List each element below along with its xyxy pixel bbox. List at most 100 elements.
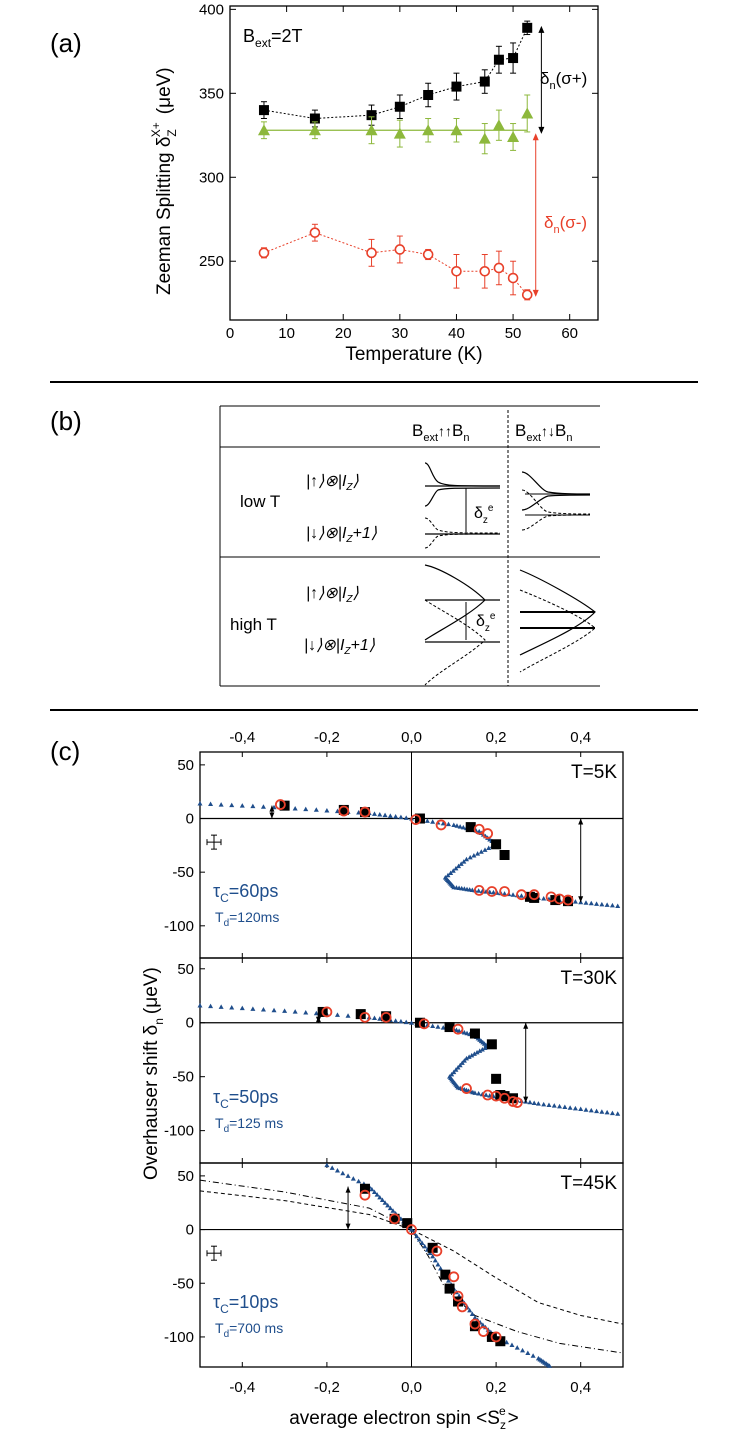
c-fit-triangle [208, 1003, 214, 1009]
c-fit-triangle [250, 803, 256, 809]
c-bottom-xtick-label: -0,4 [229, 1379, 255, 1396]
c-fit-triangle [369, 1186, 375, 1192]
panel-label-c: (c) [50, 736, 80, 766]
a-xtick-label: 30 [392, 325, 409, 342]
a-point-square [451, 81, 462, 92]
c-fit-triangle [479, 1046, 485, 1052]
a-xtick-label: 20 [335, 325, 352, 342]
c-ytick-label: -50 [172, 864, 194, 881]
a-point-triangle [507, 130, 520, 142]
c-fit-triangle [604, 902, 610, 907]
c-arrowhead [578, 896, 584, 903]
c-fit-triangle [403, 1019, 409, 1025]
c-point-circle [499, 886, 510, 897]
c-fit-triangle [334, 1012, 340, 1017]
c-fit-triangle [218, 802, 224, 807]
c-model-curve [199, 1179, 624, 1354]
c-point-circle [338, 805, 350, 817]
chart-c-ylabel: Overhauser shift δn(μeV) [141, 967, 166, 1180]
c-fit-triangle [435, 1261, 441, 1267]
c-fit-triangle [250, 1006, 256, 1011]
c-point-circle [406, 1224, 417, 1235]
c-point-square [491, 1073, 502, 1084]
b-low-col1-up-peak [424, 462, 501, 487]
c-point-circle [452, 1290, 464, 1302]
c-fit-triangle [476, 1091, 482, 1096]
delta-plus-label: δn(σ+) [540, 69, 587, 92]
c-fit-triangle [583, 1107, 589, 1112]
a-arrowhead [532, 133, 539, 141]
c-point-circle [478, 1326, 489, 1337]
c-fit-triangle [197, 1002, 203, 1008]
c-fit-triangle [572, 1105, 578, 1111]
c-fit-triangle [594, 1108, 600, 1114]
c-fit-triangle [430, 819, 436, 824]
c-point-circle [435, 819, 447, 831]
a-arrowhead [532, 289, 539, 297]
a-xtick-label: 10 [278, 325, 295, 342]
chart-a: 0 10 20 30 40 50 60 250 300 350 400 Bext=2T δn(σ+)… [149, 1, 599, 365]
c-fit-triangle [472, 1315, 478, 1320]
c-fit-triangle [229, 802, 235, 808]
c-fit-triangle [520, 1347, 526, 1353]
a-point-triangle [521, 107, 534, 119]
c-fit-triangle [430, 1023, 436, 1028]
c-td-label: Td=120ms [215, 909, 279, 929]
c-fit-triangle [451, 822, 457, 827]
c-arrowhead [523, 1096, 529, 1103]
b-curves [424, 462, 596, 686]
c-fit-triangle [445, 872, 451, 878]
a-point-circle [309, 227, 321, 238]
c-fit-triangle [218, 1004, 224, 1009]
c-arrowhead [315, 1016, 321, 1023]
c-tau-label: τC=50ps [213, 1087, 278, 1111]
c-point-circle [562, 894, 574, 906]
chart-c-xlabel: average electron spin <Sze > [289, 1404, 519, 1432]
c-fit-triangle [471, 853, 477, 858]
c-top-xtick-label: 0,4 [570, 729, 591, 746]
c-tau-label: τC=10ps [213, 1292, 278, 1316]
c-point-circle [469, 1318, 481, 1330]
c-point-circle [448, 1271, 460, 1283]
a-point-triangle [450, 124, 463, 136]
c-fit-triangle [514, 1345, 520, 1350]
c-arrowhead [523, 1022, 529, 1029]
c-fit-triangle [518, 893, 524, 898]
c-point-circle [473, 885, 485, 896]
c-point-circle [456, 1301, 468, 1313]
a-point-circle [479, 266, 491, 277]
c-fit-triangle [313, 1010, 319, 1016]
c-fit-triangle [432, 1257, 438, 1263]
c-fit-triangle [509, 1342, 515, 1347]
c-tau-label: τC=60ps [213, 881, 278, 905]
b-low-col2-down-peak-lower [521, 514, 591, 531]
c-fit-triangle [599, 1109, 605, 1114]
c-point-circle [486, 886, 498, 897]
c-point-circle [359, 1011, 371, 1023]
b-low-delta: δze [474, 503, 494, 526]
chart-a-ylabel: Zeeman Splitting δZX+(μeV) [149, 67, 179, 295]
c-fit-triangle [599, 901, 605, 907]
c-fit-triangle [469, 1311, 475, 1316]
c-fit-triangle [478, 849, 484, 854]
b-row-high-label: high T [230, 615, 277, 634]
c-fit-triangle [324, 807, 330, 813]
c-fit-triangle [458, 861, 464, 866]
c-td-label: Td=125 ms [215, 1115, 283, 1135]
c-point-circle [528, 889, 540, 901]
c-fit-triangle [451, 1069, 457, 1075]
b-low-col2-up-peak [521, 471, 591, 495]
c-fit-triangle [449, 1071, 455, 1077]
c-ytick-label: 50 [177, 961, 194, 978]
b-low-col1-down-peak [424, 517, 501, 534]
c-point-circle [511, 1097, 523, 1108]
c-fit-triangle [562, 1104, 568, 1110]
c-fit-triangle [377, 1016, 383, 1021]
c-point-circle [389, 1213, 400, 1225]
c-fit-triangle [583, 900, 589, 905]
c-point-square [359, 807, 370, 818]
b-high-delta: δze [476, 611, 496, 634]
c-ytick-label: -50 [172, 1275, 194, 1292]
a-point-circle [258, 247, 270, 259]
c-fit-triangle [345, 1173, 351, 1178]
